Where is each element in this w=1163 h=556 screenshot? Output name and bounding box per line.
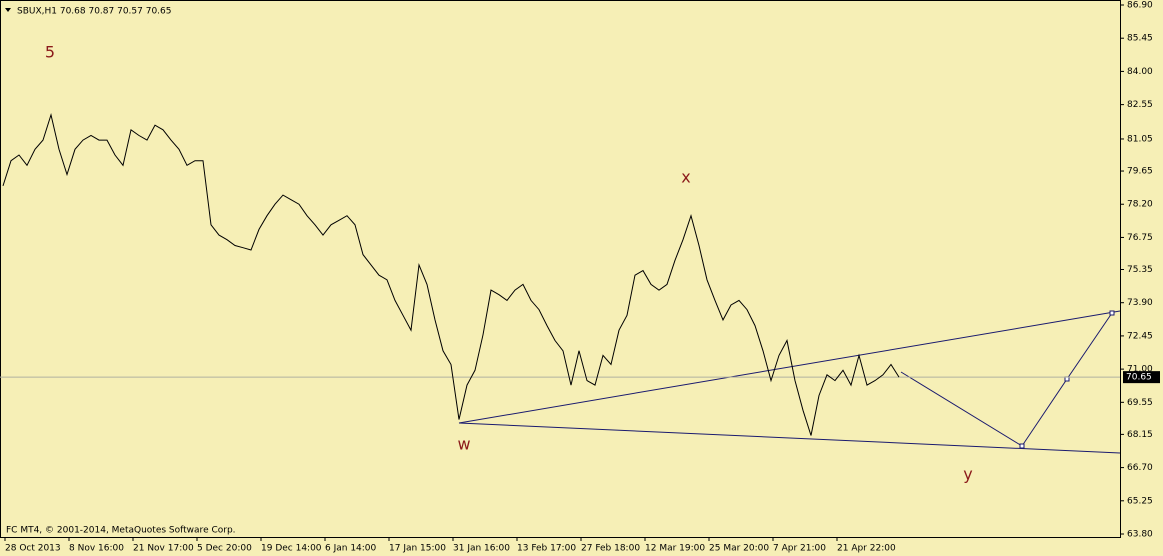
trend-lines (458, 310, 1121, 454)
lower-trendline (458, 422, 1121, 454)
wave-label: w (457, 435, 470, 454)
chart-title: SBUX,H1 70.68 70.87 70.57 70.65 (17, 7, 172, 17)
x-tick-label: 8 Nov 16:00 (69, 544, 124, 554)
projection-point (1109, 310, 1115, 316)
y-tick-label: 73.90 (1127, 298, 1153, 308)
y-tick-label: 76.75 (1127, 233, 1153, 243)
x-tick-label: 12 Mar 19:00 (645, 544, 705, 554)
y-tick-label: 63.80 (1127, 530, 1153, 540)
projection-point (1019, 443, 1025, 449)
wave-label: y (963, 465, 972, 484)
y-tick-label: 78.20 (1127, 200, 1153, 210)
y-tick-label: 79.65 (1127, 167, 1153, 177)
price-line (2, 113, 900, 436)
x-tick-label: 21 Apr 22:00 (837, 544, 896, 554)
y-tick-label: 71.00 (1127, 365, 1153, 375)
y-tick-label: 72.45 (1127, 331, 1153, 341)
y-tick-label: 65.25 (1127, 496, 1153, 506)
last-price-box (1123, 371, 1160, 384)
x-tick-label: 21 Nov 17:00 (133, 544, 194, 554)
wave-label: 5 (45, 43, 55, 62)
x-tick-label: 6 Jan 14:00 (325, 544, 377, 554)
x-tick-label: 19 Dec 14:00 (261, 544, 322, 554)
projection-path (900, 312, 1113, 447)
y-tick-label: 84.00 (1127, 67, 1153, 77)
x-tick-label: 17 Jan 15:00 (389, 544, 446, 554)
wave-label: x (681, 168, 690, 187)
y-tick-label: 85.45 (1127, 34, 1153, 44)
last-price-label: 70.65 (1126, 373, 1152, 383)
x-tick-label: 7 Apr 21:00 (773, 544, 826, 554)
y-tick-label: 69.55 (1127, 398, 1153, 408)
x-tick-label: 28 Oct 2013 (5, 544, 61, 554)
menu-arrow (5, 8, 11, 12)
y-tick-label: 86.90 (1127, 1, 1153, 11)
y-tick-label: 75.35 (1127, 265, 1153, 275)
copyright: FC MT4, © 2001-2014, MetaQuotes Software… (6, 526, 236, 536)
x-tick-label: 31 Jan 16:00 (453, 544, 510, 554)
y-tick-label: 82.55 (1127, 100, 1153, 110)
upper-trendline (458, 310, 1121, 424)
y-tick-label: 68.15 (1127, 430, 1153, 440)
x-tick-label: 27 Feb 18:00 (581, 544, 640, 554)
y-tick-label: 81.05 (1127, 134, 1153, 144)
x-tick-label: 13 Feb 17:00 (517, 544, 576, 554)
x-tick-label: 5 Dec 20:00 (197, 544, 252, 554)
y-tick-label: 66.70 (1127, 463, 1153, 473)
x-tick-label: 25 Mar 20:00 (709, 544, 769, 554)
